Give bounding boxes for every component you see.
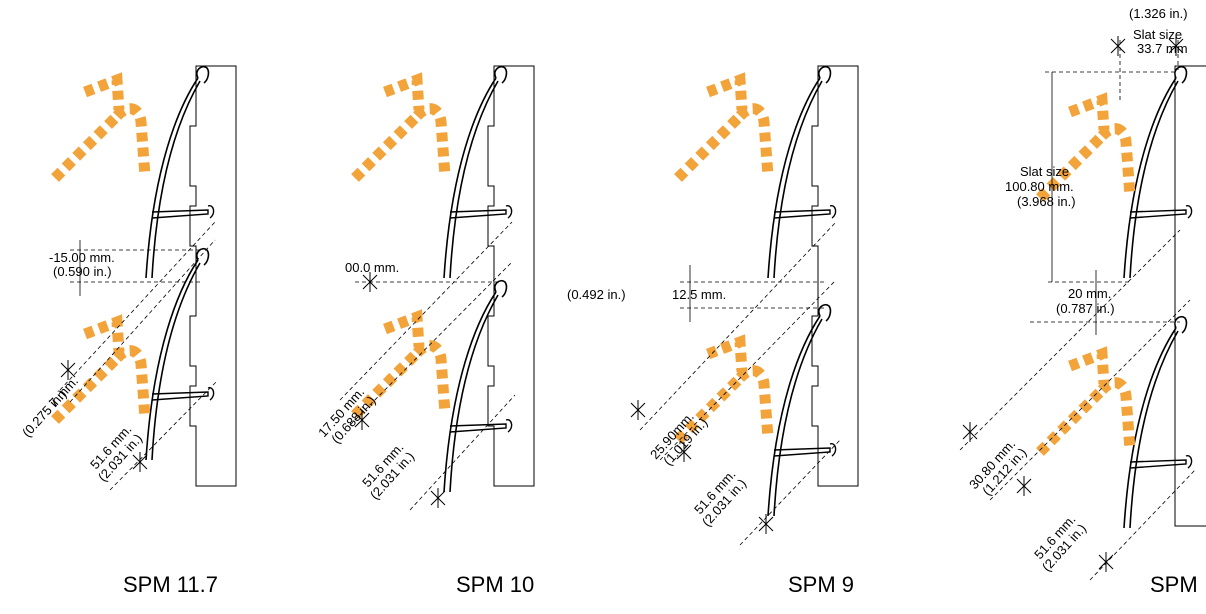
panel-spm-4: (1.326 in.) Slat size 33.7 mm Slat size … [959, 6, 1206, 581]
pitch-label: 17.50 mm. (0.688 in.) [315, 382, 380, 450]
slat-size-top-label: (1.326 in.) Slat size 33.7 mm [1129, 6, 1191, 56]
slat-size-mid-label: Slat size 100.80 mm. (3.968 in.) [1005, 164, 1077, 209]
gap-label: 20 mm. (0.787 in.) [1056, 286, 1115, 316]
airflow-arrow-icon [1040, 354, 1130, 452]
slat-width-label: 51.6 mm. (2.031 in.) [356, 437, 419, 502]
slat-width-label: 51.6 mm. (2.031 in.) [688, 464, 751, 529]
pitch-label: 30.80 mm. (1.212 in.) [966, 434, 1031, 502]
caption-spm-9: SPM 9 [788, 572, 855, 597]
panel-spm-10: 00.0 mm. 17.50 mm. (0.688 in.) 51.6 mm. … [315, 65, 535, 511]
caption-spm-4: SPM [1150, 572, 1198, 597]
slat-width-label: 51.6 mm. (2.031 in.) [1028, 509, 1091, 574]
airflow-arrow-icon [355, 80, 445, 178]
panel-spm-9: (0.492 in.) 12.5 mm. 25.90mm. (1.019 in.… [567, 65, 859, 546]
airflow-arrow-icon [55, 80, 145, 178]
slat-width-label: 51.6 mm. (2.031 in.) [84, 419, 147, 484]
gap-label: (0.492 in.) 12.5 mm. [567, 287, 726, 302]
gap-label: -15.00 mm. (0.590 in.) [49, 250, 118, 279]
gap-label: 00.0 mm. [345, 260, 399, 275]
panel-spm-11-7: -15.00 mm. (0.590 in.) 7 mm. (0.275 in.)… [19, 65, 237, 491]
caption-spm-10: SPM 10 [456, 572, 535, 597]
airflow-arrow-icon [678, 80, 768, 178]
caption-spm-11-7: SPM 11.7 [123, 572, 218, 597]
